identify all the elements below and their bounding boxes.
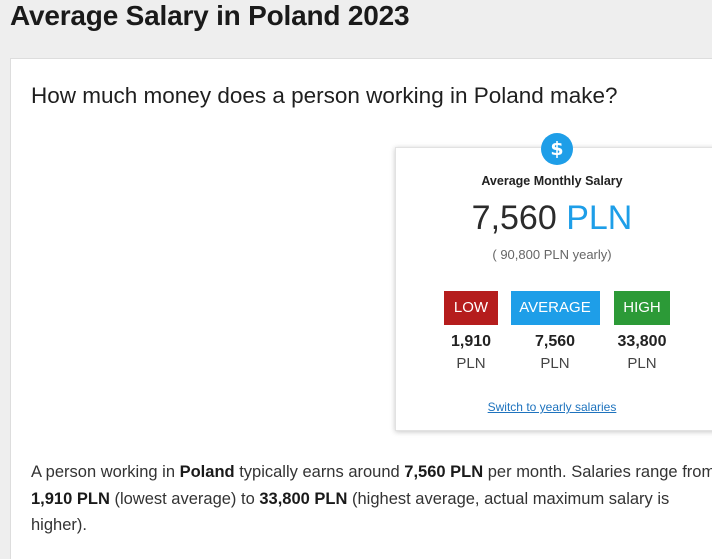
yearly-salary-note: ( 90,800 PLN yearly) [492,247,612,262]
low-unit: PLN [456,355,486,372]
summary-text-2: typically earns around [234,463,405,481]
page-title: Average Salary in Poland 2023 [10,0,410,31]
currency-label: PLN [566,199,633,237]
average-amount: 7,560 [534,333,576,350]
high-amount: 33,800 [617,333,667,350]
level-low: LOW 1,910 PLN [426,291,516,372]
level-high: HIGH 33,800 PLN [597,291,687,372]
monthly-amount: 7,560 [471,199,557,237]
salary-summary-box: $ Average Monthly Salary 7,560 PLN ( 90,… [395,133,712,431]
content-card: How much money does a person working in … [10,58,712,559]
low-amount: 1,910 [450,333,492,350]
summary-high: 33,800 PLN [259,489,348,508]
average-monthly-salary-label: Average Monthly Salary [481,174,623,188]
high-tag: HIGH [614,291,670,325]
average-tag: AVERAGE [510,291,600,325]
summary-low: 1,910 PLN [31,489,110,508]
summary-country: Poland [179,463,235,481]
summary-average: 7,560 PLN [404,463,484,481]
summary-text-3: per month. Salaries range from [483,463,712,481]
monthly-salary-value: 7,560 PLN [396,198,708,238]
dollar-icon: $ [541,133,573,165]
level-average: AVERAGE 7,560 PLN [510,291,600,372]
summary-text-1: A person working in [31,463,180,481]
low-tag: LOW [444,291,498,325]
summary-text-5: (highest average, actual maximum salary … [31,489,670,535]
average-unit: PLN [540,355,570,372]
switch-to-yearly-link[interactable]: Switch to yearly salaries [487,400,617,414]
summary-paragraph: A person working in Poland typically ear… [31,459,712,539]
question-heading: How much money does a person working in … [31,83,618,108]
high-unit: PLN [627,355,657,372]
summary-text-4: (lowest average) to [109,489,260,508]
